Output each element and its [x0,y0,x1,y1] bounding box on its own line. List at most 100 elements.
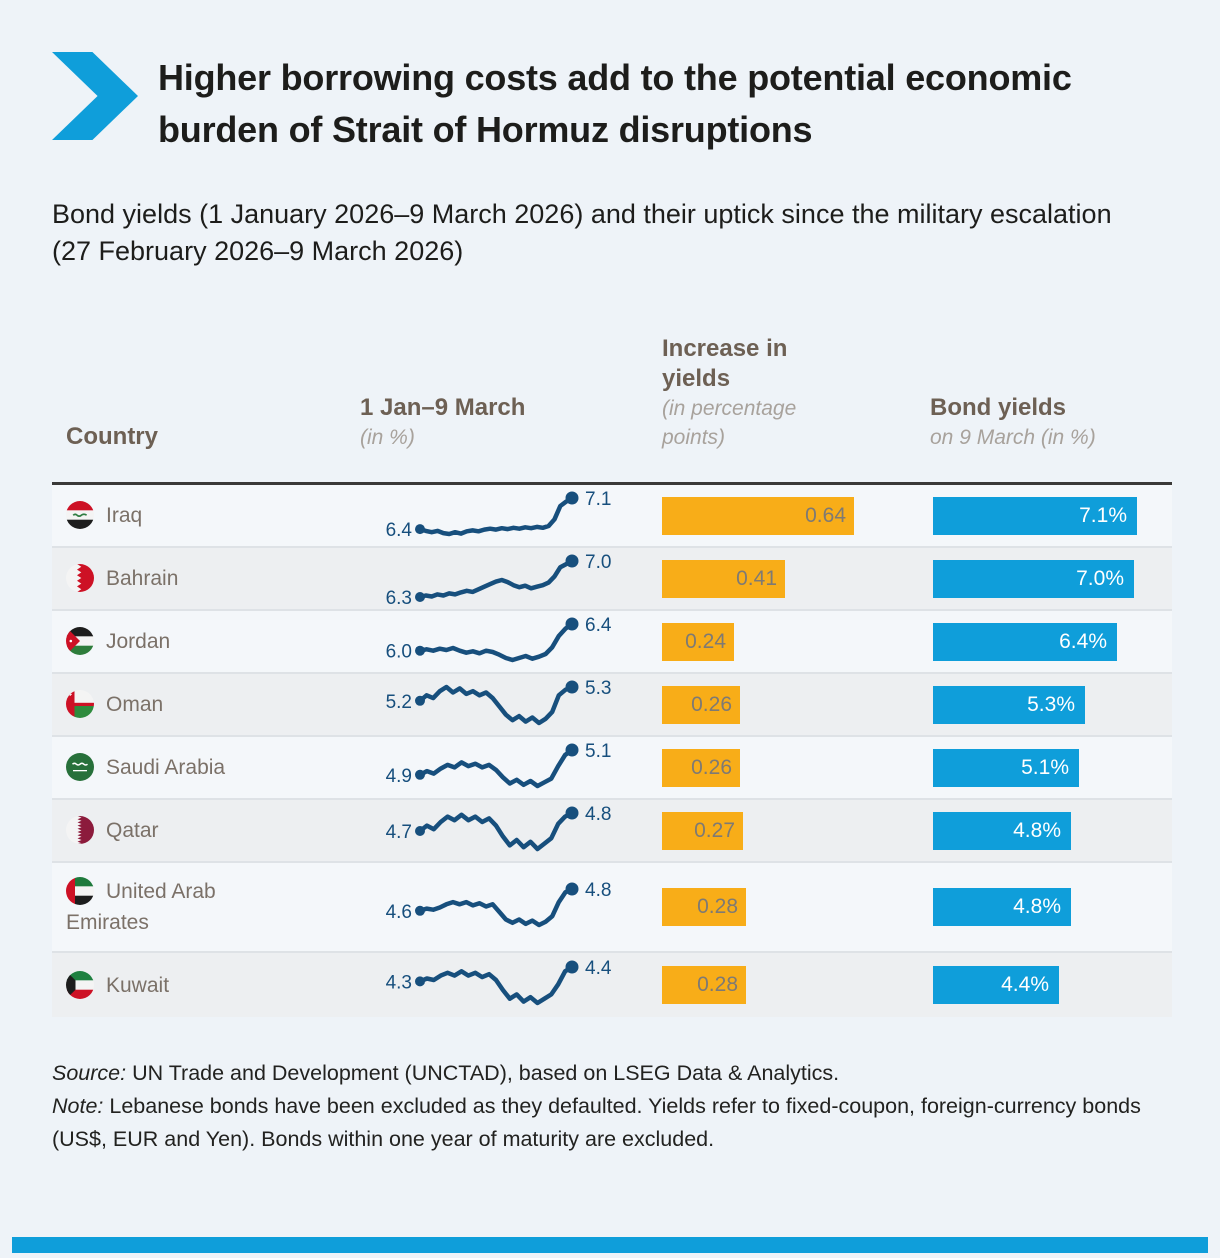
column-header-trend: 1 Jan–9 March (in %) [360,393,662,452]
svg-text:6.3: 6.3 [386,588,412,608]
yield-sparkline: 4.9 5.1 [360,739,662,797]
country-cell: Oman [52,689,360,720]
yield-value: 7.1% [1079,503,1127,527]
svg-text:4.6: 4.6 [386,902,412,923]
country-flag-icon [66,970,94,999]
yield-sparkline: 6.3 7.0 [360,550,662,608]
increase-bar: 0.28 [662,966,746,1004]
increase-value: 0.28 [697,973,738,996]
country-flag-icon [66,627,94,655]
increase-cell: 0.64 [662,496,930,535]
country-label: Oman [106,693,164,716]
country-flag-icon [66,816,94,844]
svg-text:7.1: 7.1 [585,489,611,510]
increase-bar: 0.27 [662,811,743,850]
increase-bar: 0.26 [662,748,740,787]
table-body: Iraq 6.4 7.1 0.64 7.1% Bahrain 6.3 [52,485,1172,1017]
country-cell: Bahrain [52,563,360,594]
svg-text:6.0: 6.0 [386,641,412,662]
column-header-country-label: Country [66,423,158,450]
country-cell: Kuwait [52,970,360,1001]
source-text: UN Trade and Development (UNCTAD), based… [126,1061,840,1085]
table-row: Oman 5.2 5.3 0.26 5.3% [52,672,1172,735]
table-row: Kuwait 4.3 4.4 0.28 4.4% [52,951,1172,1017]
column-header-trend-label: 1 Jan–9 March [360,394,526,421]
increase-bar: 0.64 [662,496,854,535]
svg-text:4.4: 4.4 [585,958,612,979]
increase-cell: 0.28 [662,888,930,926]
yield-bar: 4.4% [933,966,1059,1004]
yield-bar: 5.1% [933,748,1079,787]
country-cell: Jordan [52,626,360,657]
increase-bar: 0.26 [662,685,740,724]
yield-sparkline: 4.7 4.8 [360,802,662,860]
bottom-accent-bar [12,1237,1208,1253]
yield-value: 6.4% [1059,629,1107,653]
svg-text:4.7: 4.7 [386,822,412,843]
svg-text:7.0: 7.0 [585,552,611,573]
yield-sparkline: 6.4 7.1 [360,487,662,545]
note-text: Lebanese bonds have been excluded as the… [52,1094,1141,1151]
yield-cell: 4.8% [930,811,1172,850]
country-cell: Iraq [52,500,360,531]
country-label: Kuwait [106,973,170,997]
country-label: Bahrain [106,567,179,590]
table-row: Bahrain 6.3 7.0 0.41 7.0% [52,546,1172,609]
svg-text:6.4: 6.4 [585,615,612,636]
column-header-increase: Increase in yields (in percentage points… [662,334,930,452]
yield-value: 5.3% [1027,692,1075,716]
column-header-yield: Bond yields on 9 March (in %) [930,393,1172,452]
yield-value: 4.8% [1013,895,1061,918]
yield-value: 5.1% [1021,755,1069,779]
table-row: Iraq 6.4 7.1 0.64 7.1% [52,485,1172,546]
page-title: Higher borrowing costs add to the potent… [158,57,1072,150]
svg-text:5.3: 5.3 [585,678,611,699]
yield-cell: 4.8% [930,888,1172,926]
svg-text:4.8: 4.8 [585,880,611,901]
table-row: Jordan 6.0 6.4 0.24 6.4% [52,609,1172,672]
yield-cell: 6.4% [930,622,1172,661]
yield-value: 7.0% [1076,566,1124,590]
country-cell: Qatar [52,815,360,846]
svg-text:6.4: 6.4 [386,520,413,541]
yield-cell: 7.0% [930,559,1172,598]
chevron-icon [52,52,138,140]
table-row: Qatar 4.7 4.8 0.27 4.8% [52,798,1172,861]
increase-cell: 0.28 [662,966,930,1004]
country-flag-icon [66,753,94,781]
country-label: United Arab Emirates [66,880,216,934]
increase-value: 0.26 [691,755,732,779]
country-flag-icon [66,564,94,592]
country-label: Qatar [106,819,159,842]
svg-text:5.2: 5.2 [386,691,412,712]
country-cell: United Arab Emirates [52,876,360,938]
yield-cell: 7.1% [930,496,1172,535]
country-label: Jordan [106,630,171,653]
increase-cell: 0.26 [662,685,930,724]
note-label: Note: [52,1094,104,1118]
yield-bar: 4.8% [933,888,1071,926]
column-header-increase-label: Increase in yields [662,335,788,392]
yield-cell: 5.1% [930,748,1172,787]
country-flag-icon [66,690,94,718]
chart-subtitle: Bond yields (1 January 2026–9 March 2026… [52,199,1112,266]
source-line: Source: UN Trade and Development (UNCTAD… [52,1057,1167,1090]
column-header-increase-unit: (in percentage points) [662,397,797,449]
yield-value: 4.4% [1001,973,1049,996]
country-flag-icon [66,501,94,529]
country-flag-icon [66,877,94,905]
increase-value: 0.64 [805,503,846,527]
increase-value: 0.27 [694,818,735,842]
increase-bar: 0.28 [662,888,746,926]
note-line: Note: Lebanese bonds have been excluded … [52,1090,1167,1156]
yield-sparkline: 6.0 6.4 [360,613,662,671]
country-cell: Saudi Arabia [52,752,360,783]
increase-cell: 0.24 [662,622,930,661]
svg-text:4.3: 4.3 [386,972,412,993]
increase-cell: 0.26 [662,748,930,787]
country-label: Iraq [106,504,143,527]
increase-bar: 0.24 [662,622,734,661]
yield-bar: 5.3% [933,685,1085,724]
yield-sparkline: 5.2 5.3 [360,676,662,734]
